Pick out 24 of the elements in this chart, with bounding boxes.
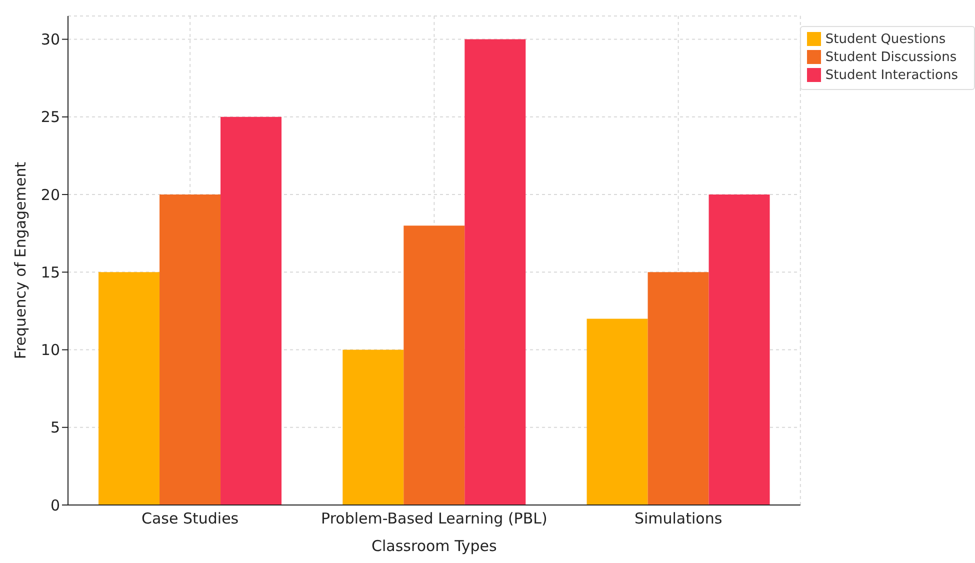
bar — [220, 116, 282, 505]
bar — [98, 272, 160, 505]
legend-label: Student Discussions — [825, 50, 957, 65]
legend-label: Student Interactions — [825, 68, 958, 83]
bar — [586, 318, 648, 505]
bar — [708, 194, 770, 505]
x-tick-label: Problem-Based Learning (PBL) — [321, 510, 548, 528]
bar — [160, 194, 221, 505]
bar — [464, 39, 526, 505]
y-tick-label: 25 — [40, 108, 60, 126]
x-tick-label: Case Studies — [142, 510, 239, 528]
y-tick-label: 10 — [40, 341, 60, 360]
y-tick-label: 30 — [40, 30, 60, 49]
legend-label: Student Questions — [825, 32, 946, 47]
y-tick-label: 0 — [50, 496, 60, 514]
x-axis-title: Classroom Types — [372, 537, 498, 555]
x-tick-label: Simulations — [634, 510, 722, 528]
bar — [404, 226, 465, 505]
bar — [648, 272, 709, 505]
y-tick-label: 5 — [50, 418, 60, 437]
y-axis-title: Frequency of Engagement — [11, 162, 30, 360]
y-tick-label: 20 — [40, 186, 60, 204]
bar — [342, 350, 404, 505]
y-tick-label: 15 — [40, 263, 60, 282]
